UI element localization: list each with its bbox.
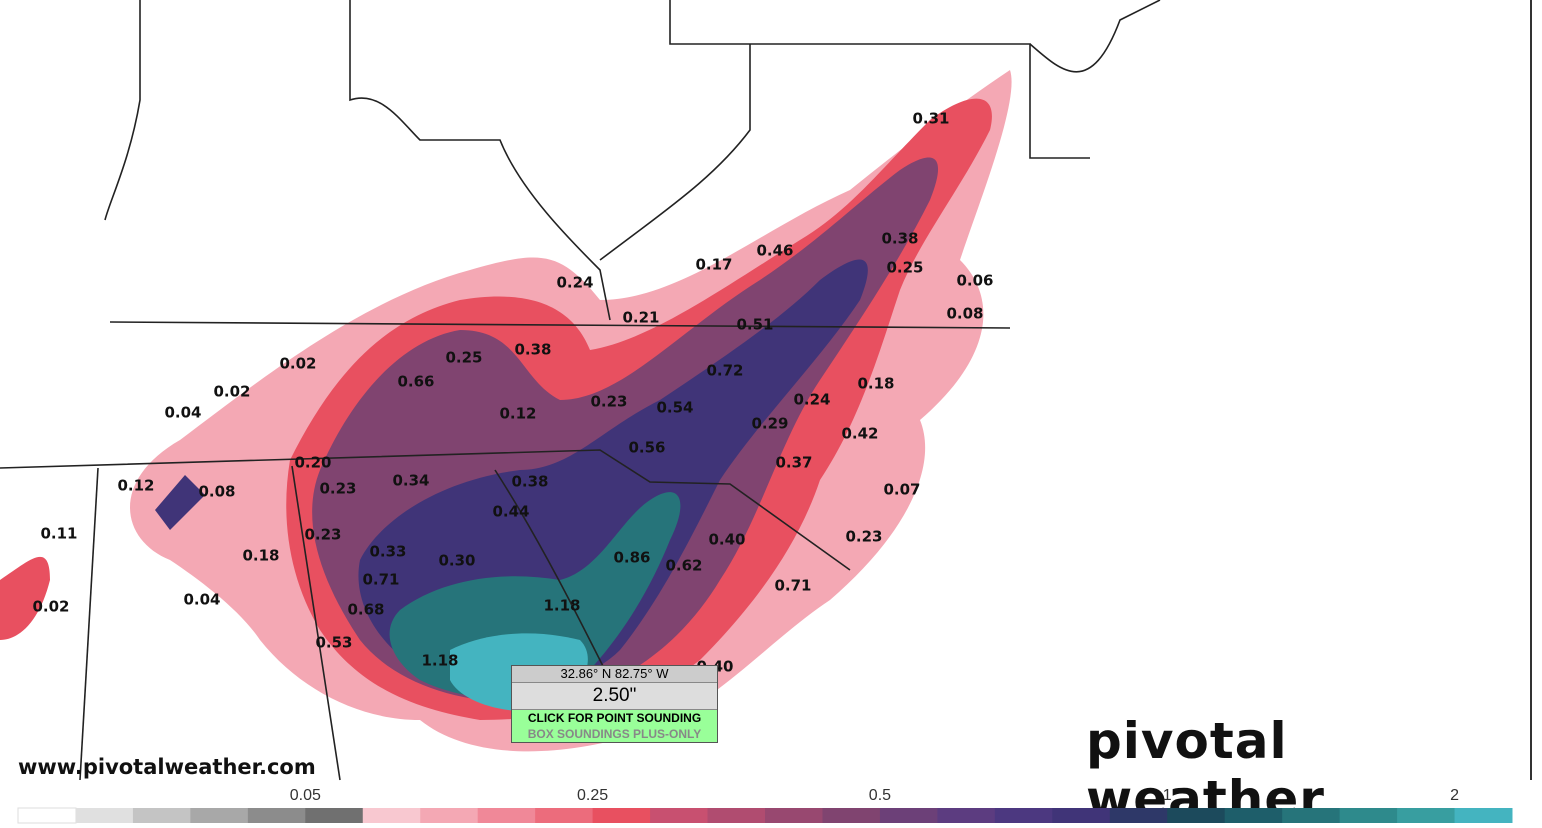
tooltip-value: 2.50" <box>512 682 717 710</box>
colorbar-tick-label: 0.5 <box>869 787 891 804</box>
value-label: 0.08 <box>946 305 983 323</box>
value-label: 0.04 <box>164 404 201 422</box>
value-label: 0.20 <box>294 454 331 472</box>
sounding-note: BOX SOUNDINGS PLUS-ONLY <box>512 726 717 742</box>
value-label: 0.33 <box>369 543 406 561</box>
colorbar-swatch <box>362 808 421 823</box>
colorbar-swatch <box>1167 808 1226 823</box>
colorbar-swatch <box>822 808 881 823</box>
value-label: 0.46 <box>756 242 793 260</box>
colorbar-swatch <box>1224 808 1283 823</box>
colorbar-swatch <box>994 808 1053 823</box>
value-label: 0.24 <box>556 274 593 292</box>
value-label: 0.31 <box>912 110 949 128</box>
value-label: 0.25 <box>445 349 482 367</box>
tooltip-coords: 32.86° N 82.75° W <box>512 666 717 682</box>
sounding-link[interactable]: CLICK FOR POINT SOUNDING <box>512 710 717 726</box>
colorbar-swatch <box>535 808 594 823</box>
colorbar-swatch <box>765 808 823 823</box>
colorbar-swatch <box>420 808 479 823</box>
colorbar-swatch <box>17 807 77 824</box>
value-label: 0.17 <box>695 256 732 274</box>
colorbar-swatch <box>75 808 134 823</box>
colorbar-tick-label: 2 <box>1450 787 1459 804</box>
colorbar-swatch <box>937 808 996 823</box>
colorbar: 0.05 0.25 0.5 1 2 <box>17 787 1513 824</box>
value-label: 0.44 <box>492 503 529 521</box>
colorbar-swatch <box>650 808 709 823</box>
value-label: 0.53 <box>315 634 352 652</box>
value-label: 0.38 <box>511 473 548 491</box>
value-label: 0.23 <box>319 480 356 498</box>
value-label: 0.21 <box>622 309 659 327</box>
colorbar-swatch <box>1109 808 1168 823</box>
colorbar-tick-label: 0.25 <box>577 787 608 804</box>
value-label: 0.37 <box>775 454 812 472</box>
value-labels: 0.31 0.38 0.25 0.06 0.08 0.17 0.46 0.24 0.21 0.51… <box>32 110 993 676</box>
colorbar-swatch <box>305 808 364 823</box>
colorbar-swatch <box>707 808 766 823</box>
value-label: 0.23 <box>590 393 627 411</box>
boundaries <box>0 0 1161 781</box>
value-label: 0.38 <box>514 341 551 359</box>
value-label: 0.18 <box>242 547 279 565</box>
value-label: 0.68 <box>347 601 384 619</box>
colorbar-tick-label: 0.05 <box>290 787 321 804</box>
value-label: 1.18 <box>421 652 458 670</box>
map: 0.31 0.38 0.25 0.06 0.08 0.17 0.46 0.24 0.21 0.51… <box>0 0 1532 781</box>
colorbar-swatch <box>1339 808 1398 823</box>
colorbar-swatch <box>1282 808 1341 823</box>
colorbar-swatch <box>132 808 191 823</box>
value-label: 0.11 <box>40 525 77 543</box>
colorbar-swatch <box>477 808 536 823</box>
value-label: 0.72 <box>706 362 743 380</box>
value-label: 0.66 <box>397 373 434 391</box>
value-label: 0.38 <box>881 230 918 248</box>
value-label: 0.08 <box>198 483 235 501</box>
value-label: 0.06 <box>956 272 993 290</box>
tooltip[interactable]: 32.86° N 82.75° W 2.50" CLICK FOR POINT … <box>511 665 718 743</box>
value-label: 0.12 <box>499 405 536 423</box>
precip-shading <box>0 70 1012 752</box>
value-label: 0.23 <box>304 526 341 544</box>
colorbar-tick-label: 1 <box>1163 787 1172 804</box>
value-label: 0.12 <box>117 477 154 495</box>
value-label: 0.62 <box>665 557 702 575</box>
value-label: 0.23 <box>845 528 882 546</box>
value-label: 0.30 <box>438 552 475 570</box>
value-label: 1.18 <box>543 597 580 615</box>
colorbar-swatch <box>1397 808 1456 823</box>
value-label: 0.04 <box>183 591 220 609</box>
value-label: 0.42 <box>841 425 878 443</box>
value-label: 0.24 <box>793 391 830 409</box>
value-label: 0.71 <box>362 571 399 589</box>
value-label: 0.71 <box>774 577 811 595</box>
value-label: 0.40 <box>708 531 745 549</box>
value-label: 0.51 <box>736 316 773 334</box>
value-label: 0.02 <box>213 383 250 401</box>
value-label: 0.25 <box>886 259 923 277</box>
colorbar-swatch <box>1052 808 1111 823</box>
value-label: 0.07 <box>883 481 920 499</box>
value-label: 0.18 <box>857 375 894 393</box>
value-label: 0.56 <box>628 439 665 457</box>
colorbar-swatch <box>1454 808 1513 823</box>
colorbar-swatch <box>190 808 249 823</box>
value-label: 0.54 <box>656 399 693 417</box>
value-label: 0.86 <box>613 549 650 567</box>
colorbar-swatch <box>247 808 306 823</box>
watermark: www.pivotalweather.com <box>18 755 316 779</box>
colorbar-swatch <box>592 808 651 823</box>
value-label: 0.29 <box>751 415 788 433</box>
colorbar-swatch <box>879 808 938 823</box>
value-label: 0.02 <box>32 598 69 616</box>
value-label: 0.34 <box>392 472 429 490</box>
value-label: 0.02 <box>279 355 316 373</box>
